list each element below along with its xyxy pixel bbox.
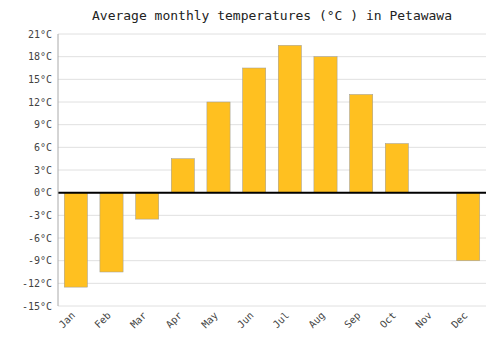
grid-line (58, 79, 486, 80)
x-tick-label: Jun (235, 310, 256, 331)
x-tick-label: Jan (57, 310, 78, 331)
bar (171, 159, 194, 193)
bar (314, 57, 337, 193)
x-tick-label: Dec (449, 310, 470, 331)
x-tick-label: Feb (92, 310, 113, 331)
grid-line (58, 306, 486, 307)
y-tick-label: 21°C (28, 29, 52, 40)
y-tick-label: -6°C (28, 233, 52, 244)
y-tick-label: 9°C (34, 119, 52, 130)
grid-line (58, 34, 486, 35)
x-tick-label: Mar (128, 310, 149, 331)
y-tick-label: 3°C (34, 165, 52, 176)
y-tick-label: 12°C (28, 97, 52, 108)
grid-line (58, 147, 486, 148)
grid-line (58, 283, 486, 284)
x-tick-label: Sep (342, 310, 363, 331)
y-tick-label: -12°C (22, 278, 52, 289)
bars (64, 45, 480, 287)
bar (243, 68, 266, 193)
y-tick-label: 15°C (28, 74, 52, 85)
bar (278, 45, 301, 192)
x-tick-label: Aug (306, 310, 327, 331)
y-tick-label: -9°C (28, 255, 52, 266)
grid-line (58, 124, 486, 125)
x-tick-label: May (199, 310, 220, 331)
chart-container: Average monthly temperatures (°C ) in Pe… (0, 0, 500, 350)
bar (64, 193, 87, 287)
x-tick-label: Apr (164, 310, 185, 331)
grid-line (58, 102, 486, 103)
grid-line (58, 170, 486, 171)
y-tick-label: -15°C (22, 301, 52, 312)
zero-line (58, 192, 486, 194)
bar (136, 193, 159, 219)
bar (100, 193, 123, 272)
y-axis-line (58, 34, 59, 306)
title: Average monthly temperatures (°C ) in Pe… (92, 8, 452, 23)
grid-line (58, 192, 486, 193)
chart-svg: Average monthly temperatures (°C ) in Pe… (0, 0, 500, 350)
bar (350, 94, 373, 192)
y-tick-label: 18°C (28, 51, 52, 62)
grid-line (58, 56, 486, 57)
grid (58, 34, 486, 306)
y-tick-label: 6°C (34, 142, 52, 153)
bar (385, 144, 408, 193)
y-tick-label: -3°C (28, 210, 52, 221)
y-tick-label: 0°C (34, 187, 52, 198)
x-tick-label: Nov (413, 310, 434, 331)
bar (457, 193, 480, 261)
x-tick-label: Oct (378, 310, 399, 331)
bar (207, 102, 230, 193)
x-tick-label: Jul (271, 310, 292, 331)
